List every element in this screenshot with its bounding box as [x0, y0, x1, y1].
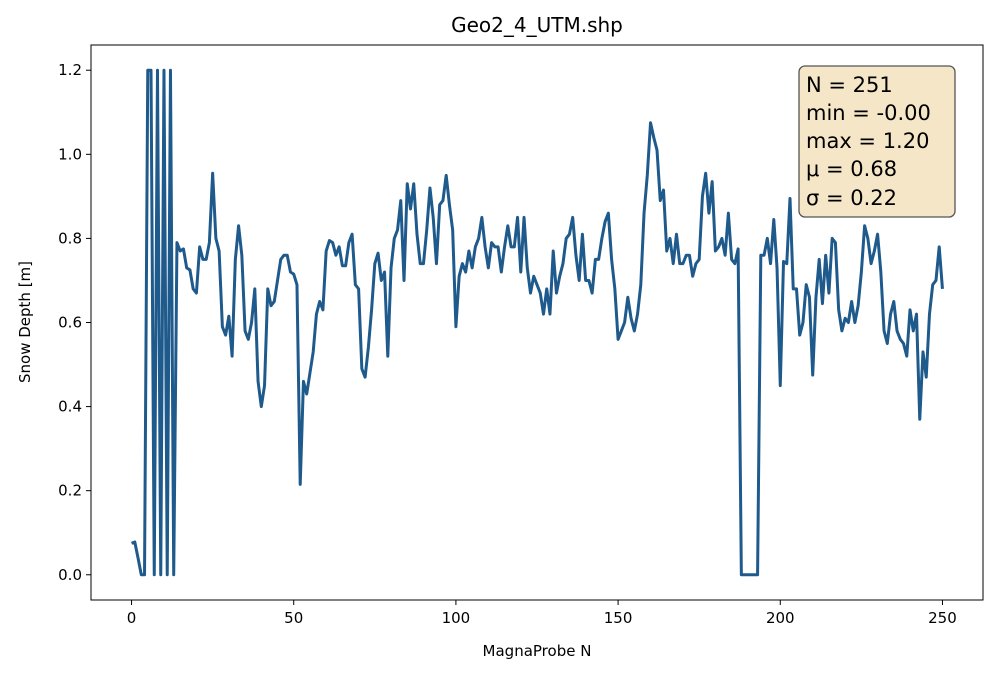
y-axis-label: Snow Depth [m]: [16, 261, 34, 383]
plot-area: [131, 68, 944, 577]
y-tick-label: 0.8: [58, 229, 82, 247]
plot-frame: [90, 44, 984, 601]
x-tick-label: 250: [928, 609, 957, 627]
x-tick-label: 150: [604, 609, 633, 627]
x-axis-label: MagnaProbe N: [483, 642, 592, 660]
y-tick-label: 0.0: [58, 566, 82, 584]
x-axis-ticks: 0 50 100 150 200 250: [127, 600, 957, 627]
chart-title: Geo2_4_UTM.shp: [451, 13, 623, 37]
y-axis-ticks: 0.0 0.2 0.4 0.6 0.8 1.0 1.2: [58, 61, 91, 584]
series-line: [131, 68, 944, 577]
stats-box-background: [798, 65, 956, 218]
x-tick-label: 100: [442, 609, 471, 627]
y-tick-label: 0.6: [58, 314, 82, 332]
stats-mean: μ = 0.68: [806, 157, 897, 181]
y-tick-label: 0.4: [58, 398, 82, 416]
stats-std: σ = 0.22: [806, 186, 897, 210]
x-tick-label: 0: [127, 609, 137, 627]
x-tick-label: 200: [766, 609, 795, 627]
stats-n: N = 251: [806, 73, 893, 97]
stats-min: min = -0.00: [806, 101, 931, 125]
stats-max: max = 1.20: [806, 129, 929, 153]
x-tick-label: 50: [284, 609, 303, 627]
stats-box: N = 251 min = -0.00 max = 1.20 μ = 0.68 …: [798, 65, 956, 218]
y-tick-label: 1.2: [58, 61, 82, 79]
y-tick-label: 1.0: [58, 145, 82, 163]
y-tick-label: 0.2: [58, 482, 82, 500]
